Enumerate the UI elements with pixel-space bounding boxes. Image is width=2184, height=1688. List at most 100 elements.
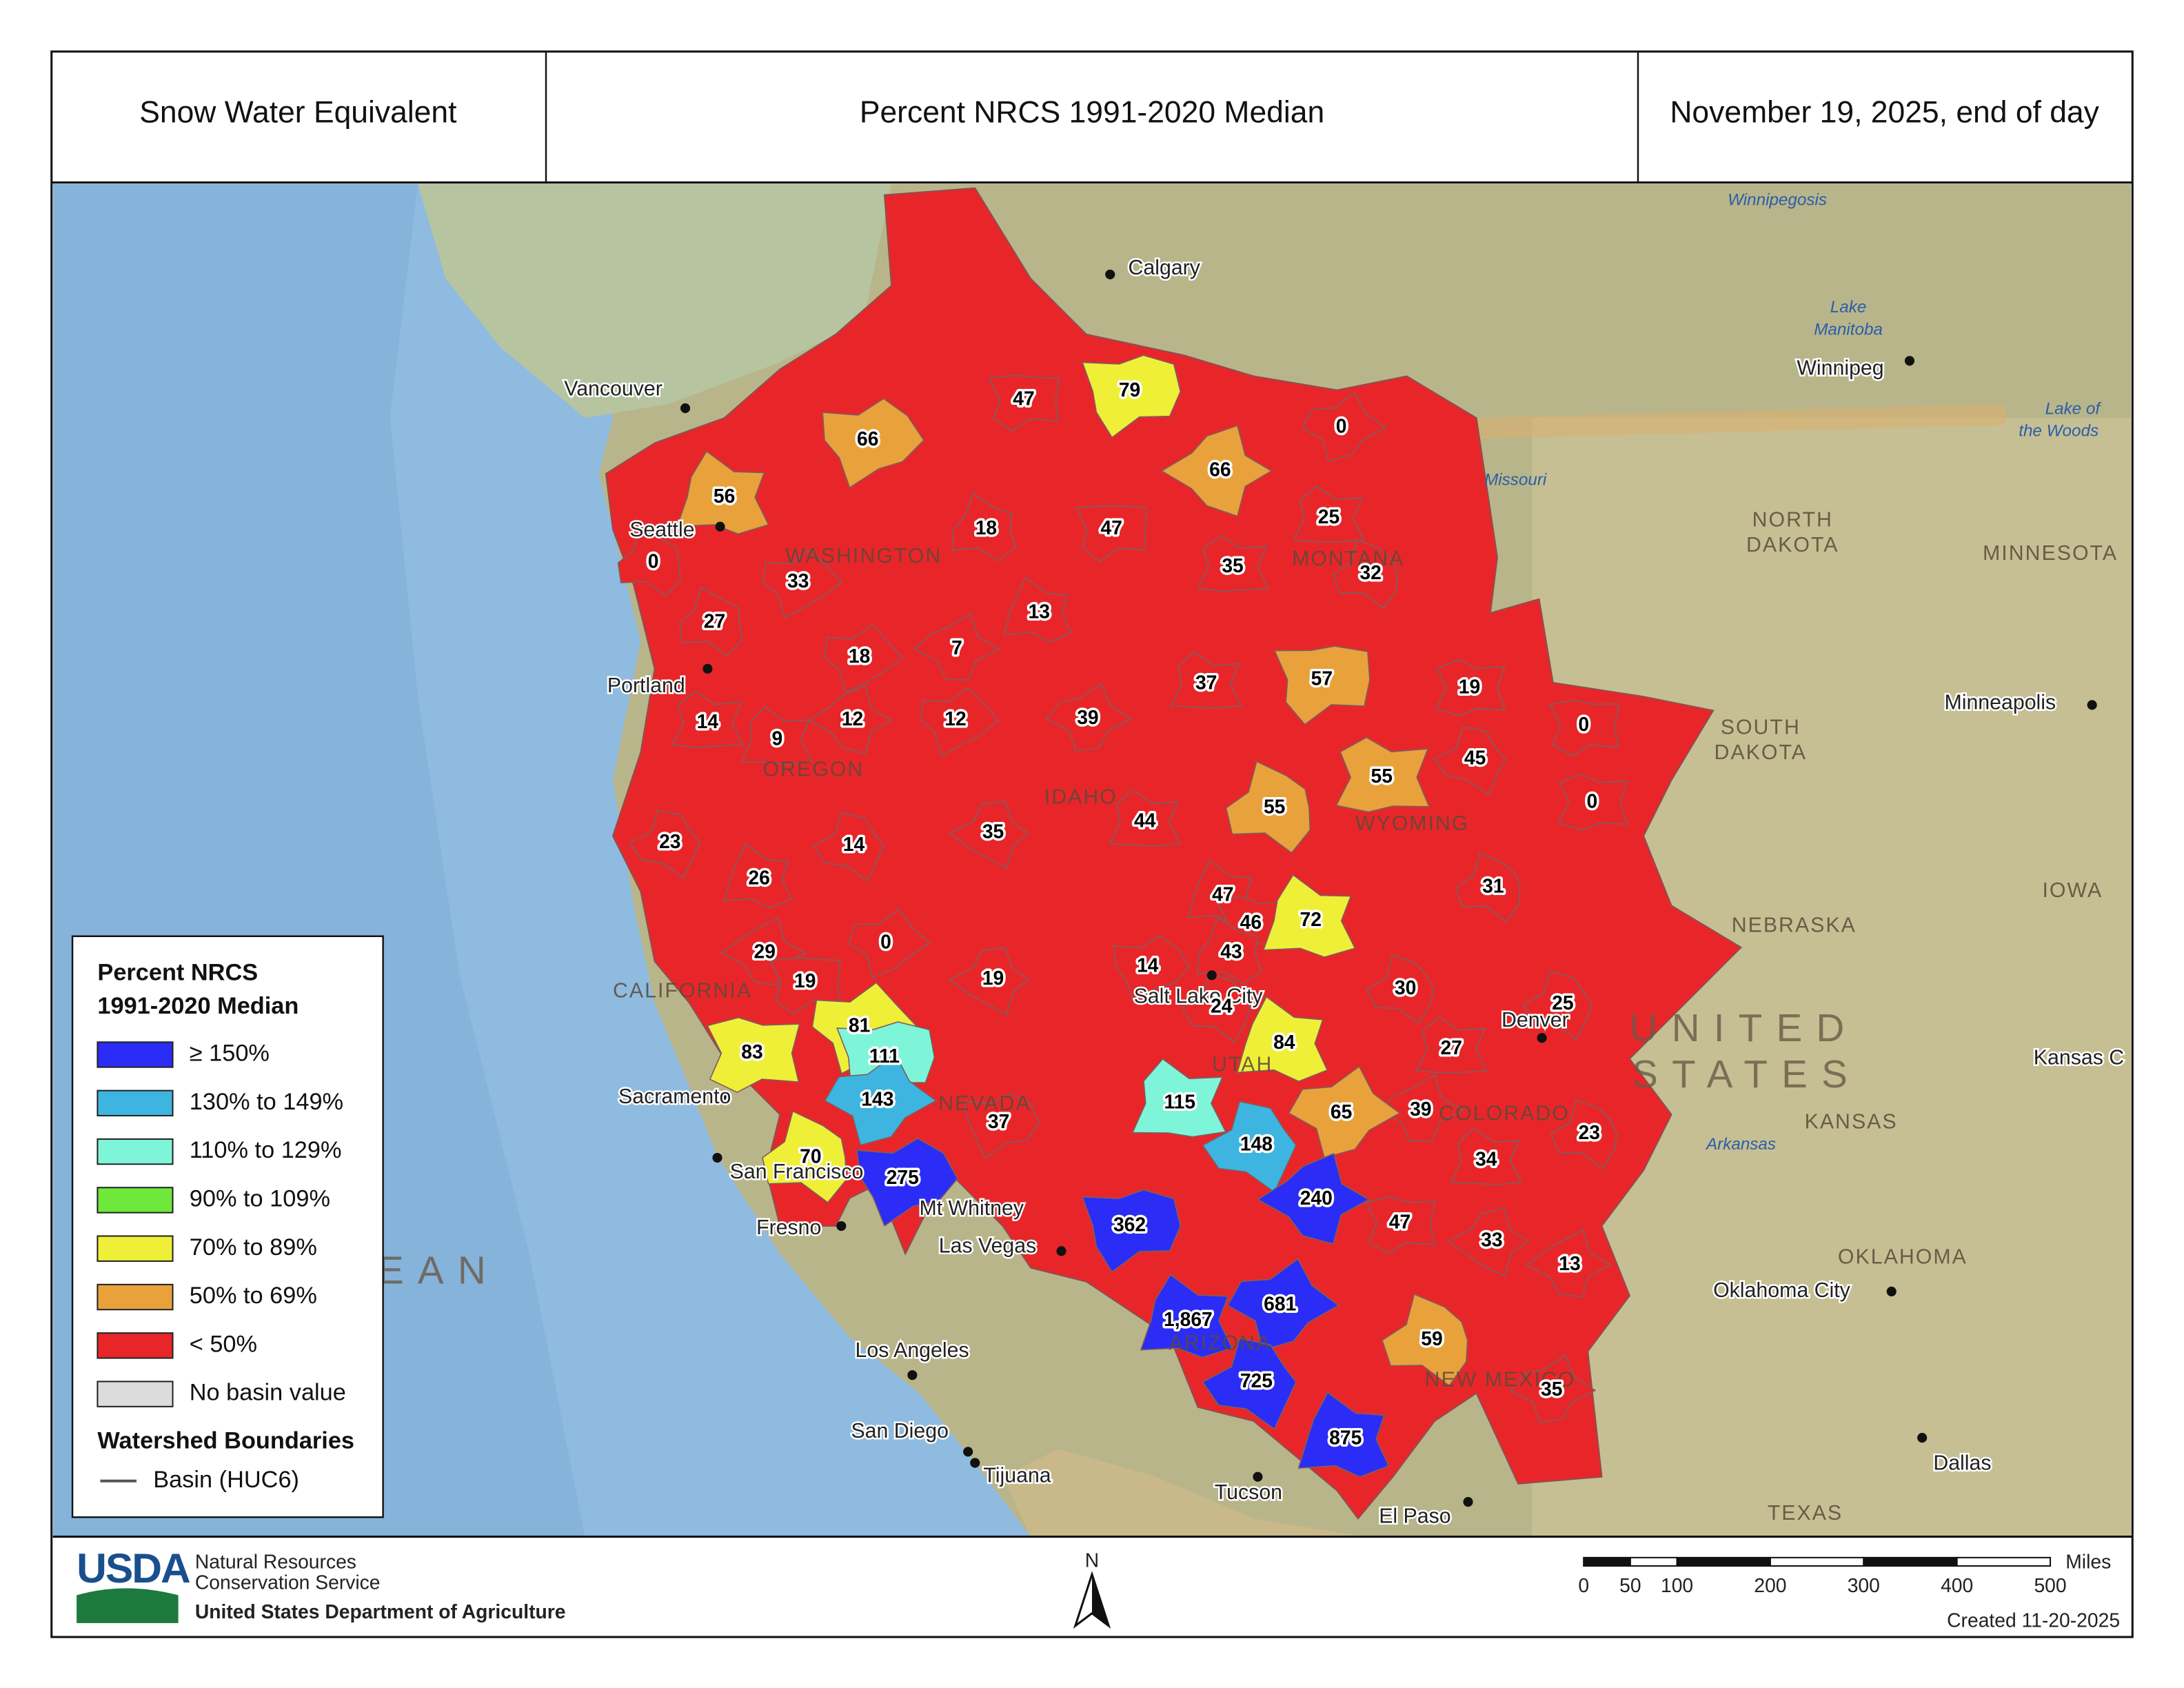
basin-value: 35 [982, 821, 1004, 843]
basin-value: 55 [1371, 765, 1393, 787]
basin-value: 14 [1137, 954, 1159, 976]
basin [856, 1137, 958, 1227]
basin-value: 31 [1482, 875, 1504, 897]
basin [1262, 874, 1356, 958]
basin [1382, 1293, 1468, 1387]
water-label: Manitoba [1814, 320, 1883, 339]
basin [1335, 736, 1430, 813]
city-label: Oklahoma City [1713, 1279, 1851, 1302]
frame [50, 50, 2134, 1638]
scale-unit: Miles [2065, 1550, 2111, 1572]
basin [671, 691, 744, 748]
basin-value: 65 [1331, 1101, 1352, 1123]
basin [740, 705, 813, 765]
basin-value: 240 [1300, 1187, 1333, 1209]
basin-value: 47 [1212, 883, 1233, 905]
legend-label: 110% to 129% [190, 1137, 342, 1163]
basin-value: 0 [1586, 790, 1597, 812]
basin [1522, 970, 1593, 1041]
basin-value: 27 [1441, 1036, 1462, 1058]
city-label: Seattle [629, 519, 694, 541]
basin [1081, 354, 1182, 439]
state-label: NEBRASKA [1732, 914, 1857, 937]
basin [920, 687, 1000, 757]
basin-value: 44 [1134, 810, 1156, 832]
basin-value: 143 [861, 1088, 893, 1110]
city-label: Winnipeg [1797, 356, 1883, 379]
state-label: ARIZONA [1169, 1332, 1271, 1355]
canada-mountains [418, 183, 892, 419]
scale-segment [1676, 1556, 1771, 1567]
city-dot [1253, 1471, 1263, 1482]
basin [1202, 1337, 1297, 1430]
scale-segment [1863, 1556, 1958, 1567]
basin-value: 12 [944, 707, 966, 730]
basin-value: 0 [1578, 713, 1589, 735]
basin [1301, 392, 1386, 462]
basin-value: 34 [1475, 1148, 1497, 1170]
basin-value: 7 [951, 636, 962, 659]
city-dot [907, 1370, 918, 1380]
state-label: WASHINGTON [785, 545, 942, 567]
basin-value: 681 [1264, 1293, 1296, 1315]
city-dot [1056, 1246, 1066, 1256]
water-label: Arkansas [1705, 1135, 1776, 1154]
state-label: SOUTH [1721, 716, 1801, 739]
basin [1202, 1101, 1297, 1194]
basin-value: 9 [772, 727, 783, 749]
state-label: IOWA [2042, 879, 2103, 902]
basin [822, 398, 924, 489]
basin [1197, 534, 1269, 592]
legend-label: < 50% [190, 1331, 257, 1357]
city-label: San Francisco [730, 1160, 864, 1183]
city-label: Calgary [1129, 257, 1201, 279]
legend-label: 50% to 69% [190, 1283, 317, 1309]
north-label: N [1085, 1549, 1099, 1571]
agency-line: Conservation Service [195, 1571, 381, 1594]
basin-value: 33 [1481, 1229, 1502, 1251]
basin [1182, 973, 1251, 1043]
state-label: COLORADO [1439, 1102, 1570, 1125]
city-dot [715, 521, 725, 532]
state-label: UTAH [1212, 1054, 1273, 1076]
city-label: Fresno [756, 1216, 821, 1239]
basin-value: 45 [1464, 747, 1486, 769]
legend-swatch [97, 1283, 174, 1311]
city-label: Las Vegas [939, 1234, 1036, 1257]
city-label: El Paso [1379, 1505, 1450, 1527]
basin-value: 47 [1389, 1210, 1410, 1232]
basin [1293, 485, 1365, 543]
legend-label: 130% to 149% [190, 1089, 343, 1115]
city-dot [836, 1220, 847, 1232]
basin [1140, 1274, 1233, 1358]
basin [1225, 761, 1311, 854]
north-arrow [1092, 1574, 1109, 1626]
basin-value: 70 [800, 1145, 821, 1167]
basin [1046, 683, 1133, 752]
legend-title: 1991-2020 Median [97, 993, 299, 1019]
state-label: WYOMING [1355, 812, 1470, 835]
city-label: Minneapolis [1944, 691, 2056, 714]
city-label: Mt Whitney [919, 1197, 1024, 1220]
basin-value: 29 [754, 940, 775, 962]
basin-value: 24 [1211, 994, 1233, 1016]
basin [951, 493, 1017, 562]
basin [1447, 1207, 1530, 1277]
city-dot [716, 1092, 727, 1102]
scale-segment [1956, 1556, 2052, 1567]
basin-value: 26 [748, 866, 769, 888]
city-dot [2087, 700, 2097, 710]
basin-value: 55 [1264, 795, 1285, 817]
basin [813, 812, 884, 882]
map-area: Calgary Vancouver Seattle Portland Winnipeg M… [52, 183, 2132, 1537]
basin-value: 23 [1579, 1121, 1600, 1143]
region-label: UNITED [1630, 1006, 1859, 1049]
legend-label: 90% to 109% [190, 1186, 330, 1212]
basin [824, 1053, 938, 1146]
state-label: CALIFORNIA [613, 980, 752, 1003]
basin [1257, 1152, 1371, 1245]
city-dot [1886, 1286, 1897, 1297]
basin-value: 12 [842, 707, 863, 730]
state-label: DAKOTA [1715, 741, 1807, 764]
